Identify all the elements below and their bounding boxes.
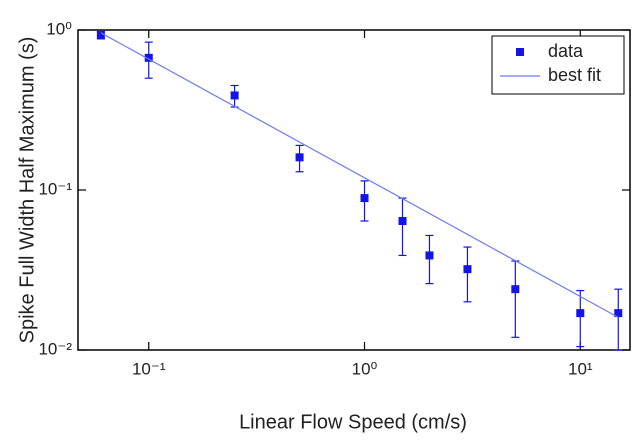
y-tick-label: 10⁻¹ (38, 179, 72, 198)
data-point (96, 31, 105, 40)
data-point (398, 217, 407, 226)
error-bar (463, 246, 472, 303)
legend-label: best fit (548, 65, 601, 85)
error-bar (614, 288, 623, 351)
y-axis-label: Spike Full Width Half Maximum (s) (16, 37, 38, 344)
legend-marker (516, 48, 524, 56)
y-tick-label: 10⁰ (46, 19, 72, 38)
fit-line (100, 32, 619, 318)
data-point (511, 285, 520, 294)
x-tick-label: 10⁻¹ (132, 359, 166, 378)
data-point (144, 53, 153, 62)
data-point (576, 309, 585, 318)
data-point (230, 91, 239, 100)
legend-label: data (548, 41, 584, 61)
data-point (295, 153, 304, 162)
error-bar (511, 260, 520, 338)
data-point (360, 194, 369, 203)
x-tick-label: 10¹ (568, 359, 593, 378)
x-axis-label: Linear Flow Speed (cm/s) (239, 411, 467, 433)
data-point (463, 265, 472, 274)
error-bar (425, 234, 434, 285)
data-point (614, 309, 623, 318)
y-tick-label: 10⁻² (38, 339, 72, 358)
data-point (425, 251, 434, 260)
error-bar (398, 197, 407, 257)
legend-box (491, 35, 625, 95)
error-bar (576, 290, 585, 348)
x-tick-label: 10⁰ (352, 359, 378, 378)
